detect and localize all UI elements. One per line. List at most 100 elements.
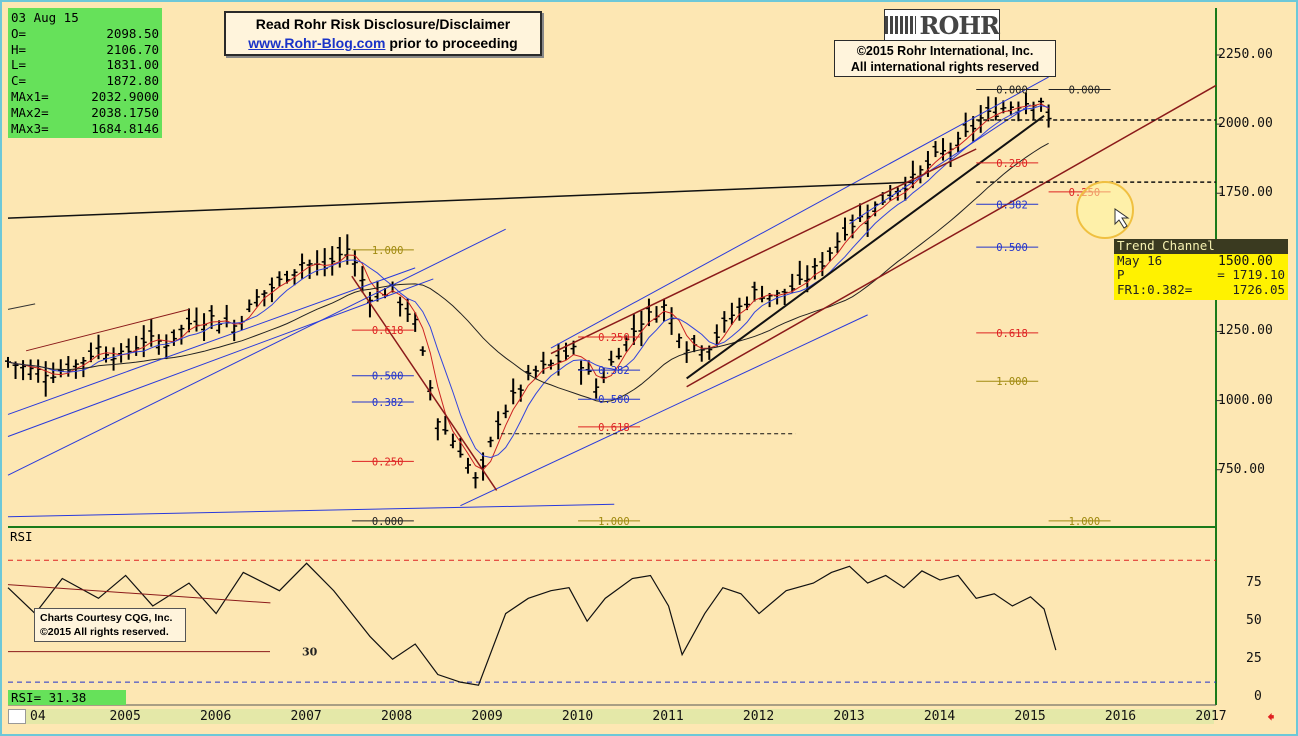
ohlc-key: H=	[11, 41, 27, 57]
x-tick-label: 2007	[290, 709, 322, 724]
x-tick-label: 2017	[1195, 709, 1227, 724]
mouse-pointer-icon	[1114, 208, 1130, 229]
fib-level-label: 0.000	[372, 516, 404, 528]
fib-level-label: 0.618	[996, 328, 1028, 340]
rohr-blog-link[interactable]: www.Rohr-Blog.com	[248, 35, 386, 51]
fib-level-label: 0.382	[372, 397, 404, 409]
trend-channel-box: Trend Channel May 16 P = 1719.10 FR1:0.38…	[1114, 238, 1288, 300]
ohlc-key: MAx1=	[11, 88, 49, 104]
darkred-channel-upper	[550, 148, 977, 355]
darkred-short-channel	[25, 308, 190, 352]
rohr-logo: ROHR	[884, 9, 1000, 41]
disclaimer-banner: Read Rohr Risk Disclosure/Disclaimer www…	[224, 11, 542, 56]
x-tick-label: 2016	[1104, 709, 1137, 724]
fib-level-label: 0.382	[996, 199, 1028, 211]
trend-channel-header: Trend Channel	[1114, 238, 1288, 254]
scroll-left-box[interactable]	[8, 709, 26, 724]
y-tick-label: 2000.00	[1218, 116, 1273, 132]
trend-date: May 16	[1117, 252, 1163, 268]
fib-level-label: 1.000	[996, 376, 1028, 388]
moving-average-mid	[7, 105, 1049, 459]
black-uptrend-line	[686, 115, 1045, 380]
trend-fr-label: FR1:0.382=	[1117, 281, 1193, 297]
copyright-box: ©2015 Rohr International, Inc. All inter…	[834, 40, 1056, 77]
ohlc-value: 1684.8146	[91, 120, 159, 136]
fib-level-label: 0.618	[598, 422, 630, 434]
logo-bars-icon	[885, 16, 916, 34]
fib-level-label: 0.382	[598, 365, 630, 377]
rsi-line	[7, 562, 1057, 686]
x-tick-label: 2011	[652, 709, 684, 724]
fib-level-label: 0.618	[372, 325, 404, 337]
channel-upper-2004	[7, 228, 506, 476]
x-tick-label: 2015	[1014, 709, 1046, 724]
darkred-channel-lower	[686, 84, 1217, 388]
channel-2013-upper	[849, 104, 1031, 225]
logo-text: ROHR	[919, 10, 1000, 40]
rsi-30-label: 30	[302, 646, 318, 659]
x-tick-label: 2006	[199, 709, 232, 724]
x-tick-label: 2013	[833, 709, 865, 724]
ohlc-key: MAx2=	[11, 104, 49, 120]
fib-level-label: 0.500	[372, 371, 404, 383]
fib-level-label: 1.000	[598, 516, 630, 528]
rsi-y-tick-label: 0	[1254, 689, 1262, 705]
rsi-y-tick-label: 25	[1246, 651, 1262, 667]
ohlc-value: 2032.9000	[91, 88, 159, 104]
channel-lower-2004	[7, 278, 434, 437]
rsi-panel-label: RSI	[10, 529, 33, 544]
rsi-value-label: RSI=	[11, 690, 42, 705]
ohlc-date: 03 Aug 15	[11, 10, 79, 25]
y-tick-label: 1250.00	[1218, 323, 1273, 339]
fib-level-label: 0.500	[598, 394, 630, 406]
ohlc-row: H= 2106.70	[11, 42, 159, 58]
x-tick-label: 2008	[380, 709, 413, 724]
ohlc-value: 2106.70	[106, 41, 159, 57]
baseline-2009-channel	[7, 503, 615, 518]
courtesy-box: Charts Courtesy CQG, Inc. ©2015 All righ…	[34, 608, 186, 642]
ohlc-row: MAx3= 1684.8146	[11, 121, 159, 137]
trend-p-label: P	[1117, 267, 1125, 282]
fib-level-label: 0.250	[598, 332, 630, 344]
fib-level-label: 0.000	[1069, 85, 1101, 97]
moving-average-long	[7, 142, 1049, 403]
courtesy-line2: ©2015 All rights reserved.	[40, 626, 169, 638]
channel-2009-lower	[460, 314, 868, 507]
rsi-value: 31.38	[48, 690, 87, 705]
rsi-y-tick-label: 50	[1246, 613, 1262, 629]
ohlc-readout: 03 Aug 15 O= 2098.50 H= 2106.70 L= 1831.00 C= 1…	[8, 8, 162, 139]
ohlc-key: C=	[11, 73, 27, 89]
rsi-y-tick-label: 75	[1246, 575, 1262, 591]
disclaimer-suffix: prior to proceeding	[385, 35, 518, 51]
rsi-readout: RSI= 31.38	[8, 690, 126, 705]
ohlc-value: 2098.50	[106, 25, 159, 41]
x-tick-label: 04	[30, 709, 46, 724]
fib-level-label: 0.500	[996, 242, 1028, 254]
y-tick-label: 1750.00	[1218, 185, 1273, 201]
cursor-highlight-circle	[1076, 181, 1134, 239]
copyright-line2: All international rights reserved	[850, 60, 1040, 74]
x-tick-label: 2005	[109, 709, 141, 724]
channel-2010-upper	[550, 76, 1049, 349]
stub-line	[7, 303, 36, 310]
ohlc-row: O= 2098.50	[11, 26, 159, 42]
y-tick-label: 2250.00	[1218, 47, 1273, 62]
y-tick-label: 750.00	[1218, 461, 1265, 477]
ohlc-value: 1872.80	[106, 73, 159, 89]
scroll-right-arrow-icon[interactable]: 🠸	[1267, 708, 1275, 726]
ohlc-row: C= 1872.80	[11, 73, 159, 89]
long-horizontal-trendline	[7, 181, 913, 219]
fib-level-label: 1.000	[1069, 516, 1101, 528]
y-tick-label: 1500.00	[1218, 254, 1273, 270]
ohlc-row: L= 1831.00	[11, 57, 159, 73]
ohlc-row: MAx2= 2038.1750	[11, 105, 159, 121]
ohlc-key: MAx3=	[11, 120, 49, 136]
x-tick-label: 2010	[561, 709, 594, 724]
fib-level-label: 0.000	[996, 85, 1028, 97]
disclaimer-title: Read Rohr Risk Disclosure/Disclaimer	[255, 16, 511, 32]
x-axis-bar	[8, 709, 1214, 724]
channel-lower-2004b	[7, 267, 416, 415]
ohlc-key: L=	[11, 57, 27, 73]
